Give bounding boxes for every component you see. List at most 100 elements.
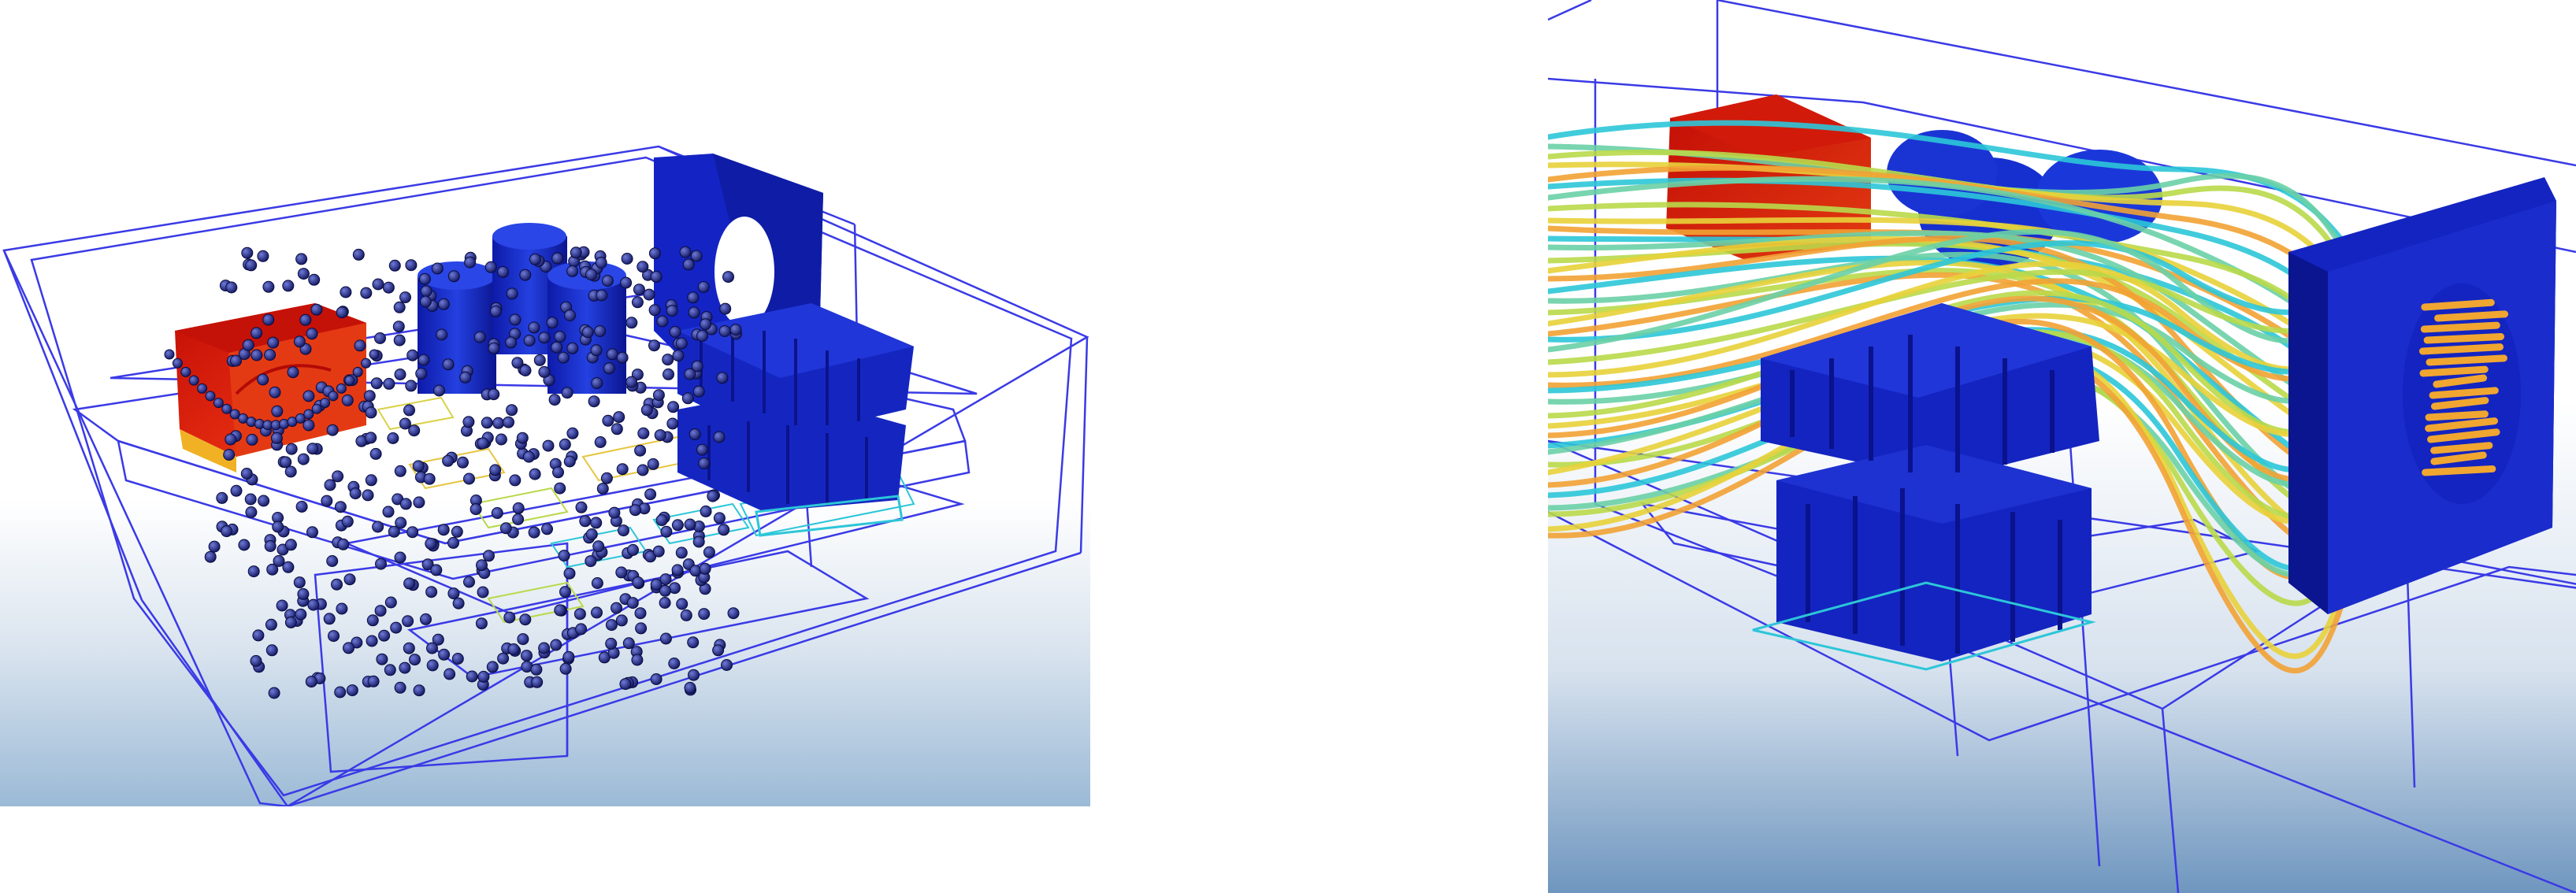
particle — [512, 502, 525, 514]
particle — [484, 261, 497, 273]
particle — [466, 670, 478, 683]
particle — [541, 523, 553, 535]
particle — [542, 439, 555, 452]
particle — [554, 604, 566, 617]
particle — [399, 661, 411, 674]
particle — [716, 372, 729, 384]
streamline-canvas — [1548, 0, 2576, 893]
particle — [262, 313, 275, 326]
particle — [284, 465, 297, 478]
particle — [205, 391, 216, 402]
particle — [336, 602, 348, 615]
particle — [579, 515, 592, 528]
particle — [378, 629, 391, 642]
particle — [405, 380, 418, 392]
particle — [225, 281, 238, 294]
particle — [648, 339, 660, 352]
particle — [363, 390, 376, 402]
fan-outflow-line — [2423, 332, 2505, 344]
particle — [230, 354, 242, 367]
particle — [252, 629, 265, 642]
particle — [659, 584, 671, 597]
particle — [529, 253, 541, 265]
particle — [615, 566, 628, 579]
particle — [336, 306, 348, 319]
particle — [594, 436, 607, 448]
particle — [269, 386, 281, 398]
fan-outflow-line — [2429, 387, 2499, 399]
particle — [344, 375, 355, 386]
particle — [671, 564, 684, 576]
particle — [595, 257, 607, 269]
particle — [362, 489, 374, 502]
particle — [692, 385, 705, 398]
particle — [530, 663, 543, 676]
particle — [521, 650, 533, 662]
particle — [529, 468, 541, 480]
particle — [293, 576, 306, 589]
particle — [476, 559, 488, 572]
particle — [637, 427, 650, 439]
particle — [307, 598, 320, 611]
particle — [511, 357, 524, 369]
particle — [563, 455, 576, 468]
particle — [591, 606, 603, 619]
particle — [388, 259, 401, 272]
particle — [488, 388, 500, 401]
particle — [489, 305, 502, 317]
particle — [257, 250, 269, 262]
particle — [676, 598, 689, 610]
particle — [413, 496, 425, 509]
particle — [675, 547, 688, 559]
particle — [495, 433, 507, 446]
particle — [633, 283, 645, 296]
particle — [718, 524, 730, 536]
particle — [388, 525, 400, 538]
particle — [588, 395, 600, 408]
particle — [634, 444, 647, 457]
particle — [647, 458, 659, 470]
particle — [251, 349, 263, 361]
particle — [241, 246, 254, 259]
particle — [442, 454, 455, 467]
particle — [433, 384, 445, 397]
particle — [246, 433, 258, 446]
particle — [384, 596, 397, 609]
particle — [305, 676, 317, 688]
particle — [328, 630, 340, 643]
particle — [528, 526, 540, 539]
particle — [346, 684, 358, 697]
particle — [382, 281, 395, 294]
particle — [463, 472, 475, 485]
particle — [265, 618, 277, 631]
particle — [444, 668, 456, 680]
particle — [533, 354, 546, 366]
particle — [608, 506, 621, 519]
particle — [672, 350, 685, 362]
particle — [722, 271, 734, 283]
particle — [245, 506, 258, 518]
particle — [447, 587, 460, 600]
particle — [627, 543, 639, 556]
particle — [700, 318, 711, 331]
particle — [332, 470, 344, 483]
particle — [554, 482, 566, 495]
particle — [462, 416, 475, 428]
particle — [390, 621, 403, 634]
particle — [644, 488, 657, 501]
particle — [447, 536, 459, 549]
particle — [558, 550, 570, 562]
particle — [626, 597, 639, 610]
particle — [430, 564, 443, 576]
particle — [326, 555, 339, 567]
particle — [648, 304, 661, 317]
particle — [360, 287, 373, 299]
particle — [573, 608, 586, 621]
particle — [412, 460, 425, 472]
particle — [293, 335, 306, 348]
particle — [615, 614, 628, 627]
particle — [423, 472, 436, 485]
particle — [328, 391, 339, 402]
particle — [585, 528, 598, 540]
particle — [369, 349, 380, 360]
